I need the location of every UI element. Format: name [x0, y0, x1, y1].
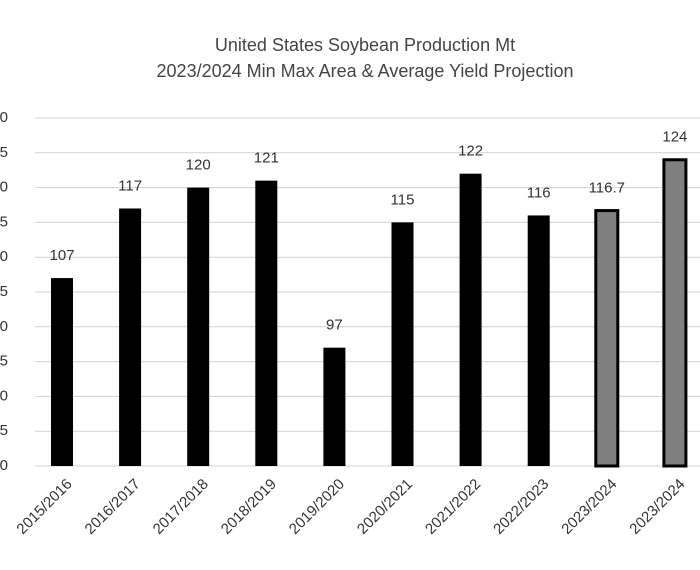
x-tick-label: 2020/2021 — [354, 476, 416, 538]
y-tick-label: 115 — [0, 213, 8, 230]
bar — [527, 215, 550, 466]
y-tick-label: 120 — [0, 179, 8, 196]
data-label: 117 — [118, 177, 142, 194]
data-label: 120 — [186, 157, 211, 174]
chart-subtitle: 2023/2024 Min Max Area & Average Yield P… — [157, 61, 574, 81]
chart-title: United States Soybean Production Mt — [215, 35, 515, 55]
x-tick-label: 2015/2016 — [13, 476, 75, 538]
y-tick-label: 85 — [0, 422, 8, 439]
y-tick-label: 80 — [0, 457, 8, 474]
bar — [459, 173, 482, 466]
bar — [119, 208, 142, 467]
bar — [255, 180, 278, 466]
data-label: 107 — [49, 247, 74, 264]
y-tick-label: 125 — [0, 144, 8, 161]
y-tick-label: 100 — [0, 318, 8, 335]
bar — [662, 158, 688, 468]
data-label: 115 — [391, 191, 415, 208]
data-label: 124 — [662, 129, 687, 146]
x-tick-label: 2022/2023 — [490, 476, 552, 538]
x-tick-label: 2023/2024 — [626, 476, 688, 538]
y-tick-label: 110 — [0, 248, 8, 265]
data-label: 122 — [458, 143, 483, 160]
x-tick-label: 2017/2018 — [150, 476, 212, 538]
x-tick-label: 2019/2020 — [286, 476, 348, 538]
data-label: 97 — [326, 317, 343, 334]
x-tick-label: 2023/2024 — [558, 476, 620, 538]
bar — [391, 222, 414, 466]
bar — [323, 347, 346, 466]
x-tick-label: 2016/2017 — [82, 476, 144, 538]
y-tick-label: 95 — [0, 353, 8, 370]
x-tick-label: 2018/2019 — [218, 476, 280, 538]
bar — [594, 209, 620, 468]
bar — [187, 187, 210, 466]
bar — [51, 278, 73, 466]
y-tick-label: 130 — [0, 109, 8, 126]
data-label: 121 — [254, 150, 279, 167]
data-label: 116.7 — [589, 180, 625, 197]
x-tick-label: 2021/2022 — [422, 476, 484, 538]
y-tick-label: 105 — [0, 283, 8, 300]
y-tick-label: 90 — [0, 387, 8, 404]
data-label: 116 — [527, 184, 551, 201]
